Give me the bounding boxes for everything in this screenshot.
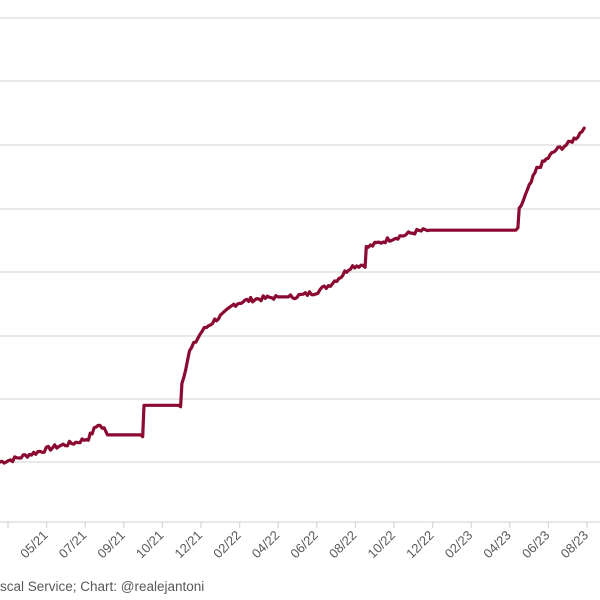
x-tick-label: 04/23 bbox=[480, 528, 514, 562]
x-tick-label: 12/21 bbox=[172, 528, 206, 562]
x-tick-label: 10/22 bbox=[365, 528, 399, 562]
x-axis-tick-labels: 05/21 07/21 09/21 10/21 12/21 02/22 04/22 06/22… bbox=[17, 528, 591, 562]
source-note: iscal Service; Chart: @realejantoni bbox=[0, 579, 205, 594]
x-tick-label: 07/21 bbox=[56, 528, 90, 562]
x-tick-label: 09/21 bbox=[94, 528, 128, 562]
x-axis-ticks bbox=[7, 522, 588, 528]
x-tick-label: 08/22 bbox=[326, 528, 360, 562]
gridlines bbox=[0, 17, 600, 463]
series-line bbox=[0, 126, 586, 465]
x-tick-label: 05/21 bbox=[17, 528, 51, 562]
x-tick-label: 06/22 bbox=[287, 528, 321, 562]
x-tick-label: 10/21 bbox=[133, 528, 167, 562]
x-tick-label: 02/23 bbox=[442, 528, 476, 562]
x-tick-label: 06/23 bbox=[519, 528, 553, 562]
x-tick-label: 08/23 bbox=[558, 528, 592, 562]
x-tick-label: 02/22 bbox=[210, 528, 244, 562]
series-group bbox=[0, 126, 586, 465]
x-tick-label: 04/22 bbox=[249, 528, 283, 562]
x-tick-label: 12/22 bbox=[403, 528, 437, 562]
